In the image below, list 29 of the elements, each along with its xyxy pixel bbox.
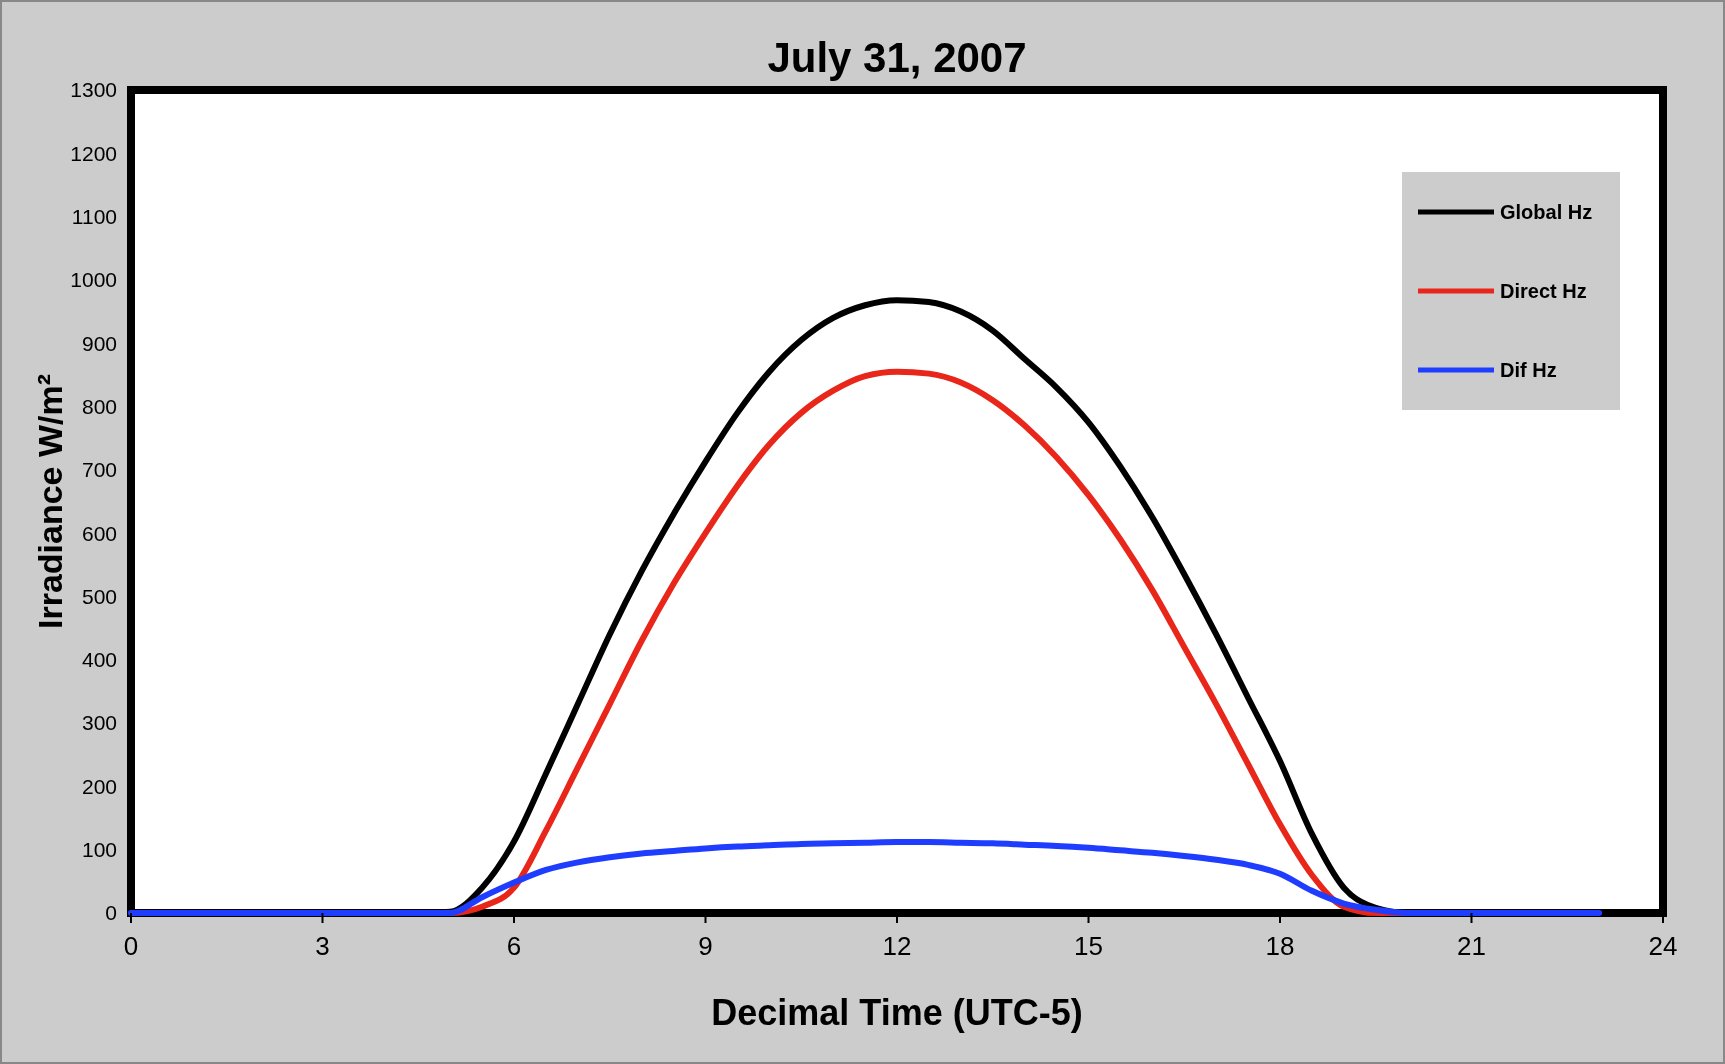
y-axis-title: Irradiance W/m² — [31, 373, 69, 630]
y-tick-label: 600 — [81, 521, 117, 545]
chart-title: July 31, 2007 — [767, 34, 1027, 81]
y-tick-label: 500 — [81, 584, 117, 608]
y-tick-label: 1100 — [71, 204, 117, 228]
y-tick-label: 0 — [105, 901, 117, 925]
x-tick-label: 6 — [506, 931, 522, 961]
legend-label: Global Hz — [1500, 201, 1593, 223]
y-tick-label: 700 — [81, 458, 117, 482]
legend-label: Dif Hz — [1500, 359, 1557, 381]
y-tick-label: 1300 — [70, 78, 117, 102]
y-tick-label: 100 — [81, 838, 117, 862]
y-tick-label: 900 — [81, 331, 117, 355]
x-tick-label: 18 — [1265, 931, 1295, 961]
x-tick-label: 12 — [882, 931, 912, 961]
x-tick-label: 24 — [1648, 931, 1678, 961]
x-axis-title: Decimal Time (UTC-5) — [711, 992, 1083, 1033]
x-tick-label: 0 — [123, 931, 139, 961]
legend-label: Direct Hz — [1500, 280, 1587, 302]
x-tick-label: 15 — [1074, 931, 1103, 961]
y-tick-label: 1000 — [70, 268, 117, 292]
y-tick-label: 300 — [81, 711, 117, 735]
y-tick-label: 1200 — [70, 141, 117, 165]
y-tick-label: 800 — [81, 394, 117, 418]
x-tick-label: 9 — [698, 931, 713, 961]
x-tick-label: 3 — [315, 931, 330, 961]
x-tick-label: 21 — [1457, 931, 1486, 961]
y-tick-label: 400 — [81, 648, 117, 672]
y-tick-label: 200 — [81, 774, 117, 798]
